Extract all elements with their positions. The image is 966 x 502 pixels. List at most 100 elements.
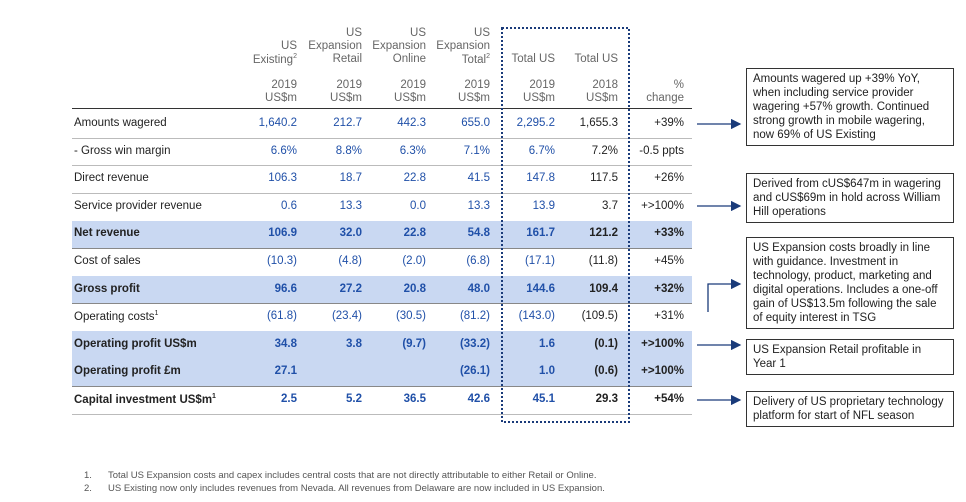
row-label: Amounts wagered <box>74 117 167 129</box>
row-label: Operating profit £m <box>74 365 181 378</box>
cell: 36.5 <box>403 393 426 405</box>
column-header: Total2 <box>461 53 490 66</box>
cell: +32% <box>654 282 684 295</box>
row-label: Cost of sales <box>74 255 141 267</box>
column-subheader: 2019 <box>464 79 490 91</box>
cell: 13.9 <box>532 199 555 212</box>
cell: (2.0) <box>402 255 426 267</box>
column-subheader: US$m <box>330 92 362 104</box>
cell: 147.8 <box>526 172 555 185</box>
footnote-number: 2. <box>84 483 92 494</box>
cell: (23.4) <box>331 310 362 323</box>
row-shading <box>72 331 692 359</box>
total-us-box <box>501 27 630 423</box>
cell: 6.6% <box>270 144 297 157</box>
cell: (33.2) <box>459 337 490 350</box>
footnote-number: 1. <box>84 470 92 481</box>
column-subheader: 2018 <box>592 79 618 91</box>
cell: 45.1 <box>532 393 555 405</box>
cell: 7.2% <box>591 144 618 157</box>
cell: +33% <box>654 227 684 240</box>
row-rule <box>72 248 692 250</box>
superscript: 2 <box>486 53 490 60</box>
cell: 106.3 <box>268 172 297 185</box>
cell: 161.7 <box>526 227 555 240</box>
cell: (30.5) <box>395 310 426 323</box>
cell: +39% <box>654 117 684 129</box>
cell: 7.1% <box>463 144 490 157</box>
cell: (10.3) <box>266 255 297 267</box>
column-subheader: 2019 <box>400 79 426 91</box>
column-header: US <box>281 40 297 52</box>
superscript: 1 <box>154 310 159 318</box>
cell: 3.8 <box>346 337 362 350</box>
cell: +26% <box>654 172 684 185</box>
cell: (26.1) <box>459 365 490 378</box>
cell: 27.2 <box>339 282 362 295</box>
cell: 117.5 <box>590 172 618 185</box>
row-label: Operating costs1 <box>74 310 159 324</box>
cell: 106.9 <box>268 227 297 240</box>
row-label: Service provider revenue <box>74 199 202 212</box>
footnote-text: US Existing now only includes revenues f… <box>108 483 605 494</box>
row-shading <box>72 358 692 387</box>
column-subheader: 2019 <box>336 79 362 91</box>
superscript: 2 <box>293 53 297 60</box>
cell: 54.8 <box>467 227 490 240</box>
column-header: Expansion <box>372 40 426 52</box>
row-rule <box>72 193 692 194</box>
cell: +>100% <box>641 337 684 350</box>
column-header: Retail <box>332 53 362 65</box>
cell: 3.7 <box>602 199 618 212</box>
cell: (11.8) <box>588 255 618 267</box>
column-header: US <box>474 27 490 39</box>
note-box: Delivery of US proprietary technology pl… <box>746 391 954 427</box>
row-rule <box>72 413 692 415</box>
cell: 5.2 <box>346 393 362 405</box>
cell: 2.5 <box>281 393 297 405</box>
cell: +31% <box>654 310 684 323</box>
cell: 121.2 <box>589 227 618 240</box>
column-header: US <box>410 27 426 39</box>
column-header: Expansion <box>436 40 490 52</box>
footnote-text: Total US Expansion costs and capex inclu… <box>108 470 597 481</box>
column-header: US <box>346 27 362 39</box>
cell: 8.8% <box>335 144 362 157</box>
column-subheader: US$m <box>586 92 618 104</box>
arrows <box>697 118 742 406</box>
cell: 32.0 <box>339 227 362 240</box>
note-box: Amounts wagered up +39% YoY, when includ… <box>746 68 954 146</box>
cell: (6.8) <box>466 255 490 267</box>
cell: 6.3% <box>399 144 426 157</box>
cell: (4.8) <box>338 255 362 267</box>
row-shading <box>72 275 692 304</box>
cell: (9.7) <box>402 337 426 350</box>
row-shading <box>72 220 692 249</box>
row-label: Capital investment US$m1 <box>74 393 216 406</box>
cell: 1.0 <box>539 365 555 378</box>
column-subheader: US$m <box>265 92 297 104</box>
note-box: Derived from cUS$647m in wagering and cU… <box>746 173 954 223</box>
cell: 6.7% <box>528 144 555 157</box>
header-rule <box>72 108 692 109</box>
column-subheader: US$m <box>523 92 555 104</box>
cell: (0.6) <box>594 365 618 378</box>
cell: 1,640.2 <box>258 117 297 129</box>
cell: 212.7 <box>333 117 362 129</box>
cell: 34.8 <box>274 337 297 350</box>
cell: 1,655.3 <box>579 117 618 129</box>
cell: 48.0 <box>467 282 490 295</box>
column-subheader: 2019 <box>271 79 297 91</box>
column-subheader: % <box>673 79 684 91</box>
row-rule <box>72 386 692 388</box>
cell: 13.3 <box>467 199 490 212</box>
cell: 96.6 <box>274 282 297 295</box>
row-label: Operating profit US$m <box>74 337 197 350</box>
cell: 2,295.2 <box>516 117 555 129</box>
cell: 29.3 <box>595 393 618 405</box>
cell: 109.4 <box>589 282 618 295</box>
cell: +54% <box>654 393 684 405</box>
column-subheader: US$m <box>458 92 490 104</box>
row-rule <box>72 137 692 139</box>
